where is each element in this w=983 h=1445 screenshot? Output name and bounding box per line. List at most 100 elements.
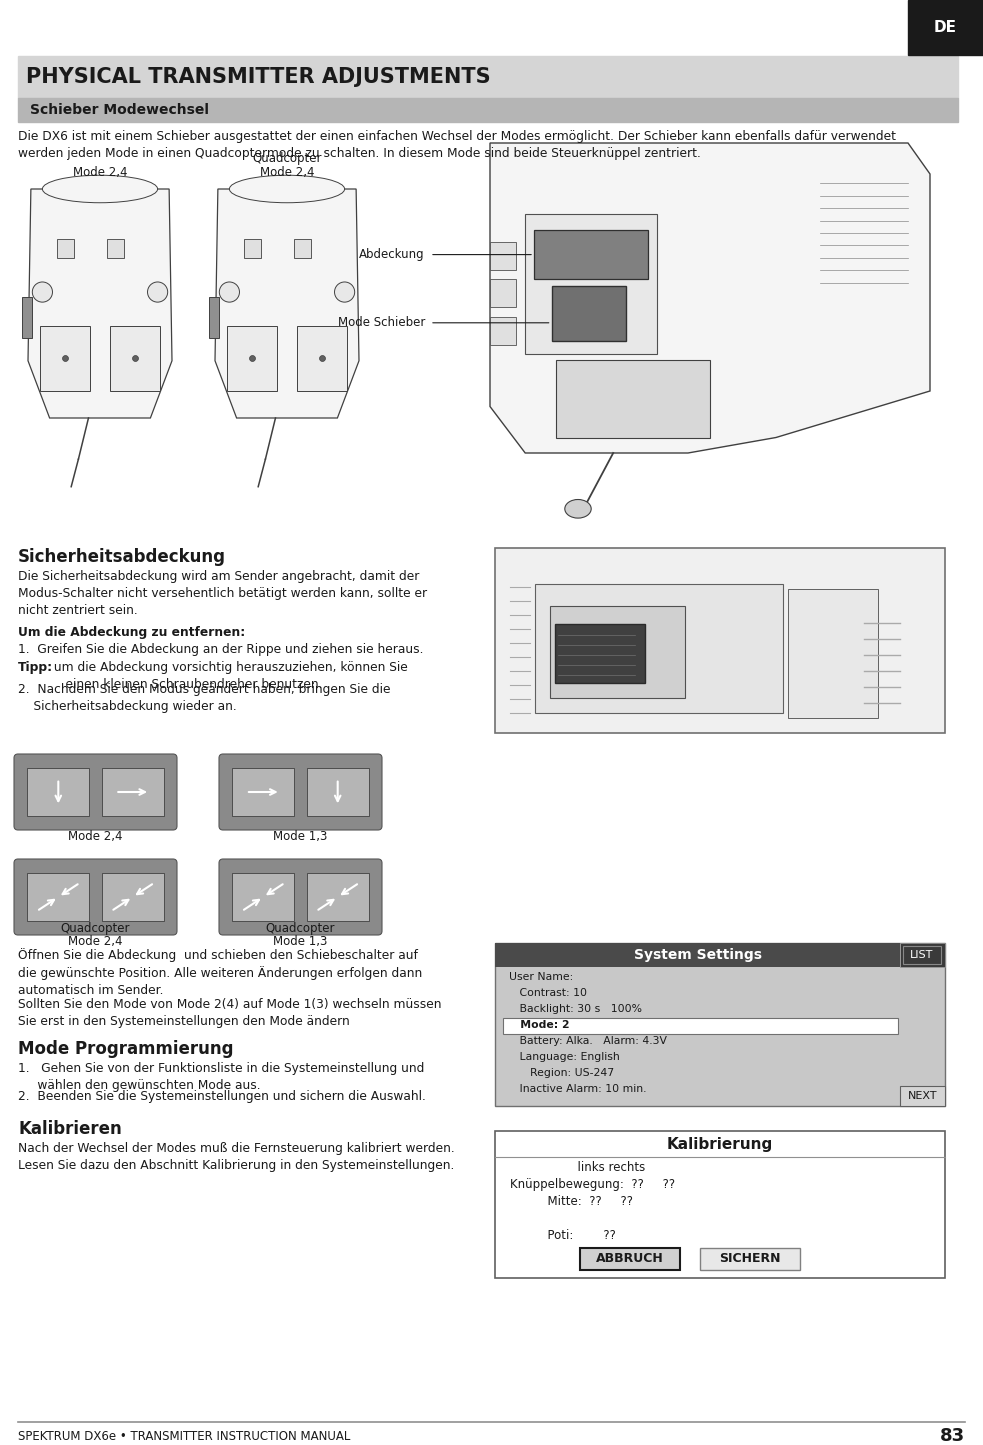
Ellipse shape (229, 175, 345, 202)
Bar (28, 769, 89, 816)
Text: Mode 2,4: Mode 2,4 (68, 935, 123, 948)
Bar (900, 1087, 945, 1105)
Text: Mode: 2: Mode: 2 (509, 1020, 569, 1030)
Text: Contrast: 10: Contrast: 10 (509, 988, 587, 998)
Text: Mode 2,4: Mode 2,4 (73, 166, 127, 179)
Text: System Settings: System Settings (633, 948, 762, 962)
Text: Sollten Sie den Mode von Mode 2(4) auf Mode 1(3) wechseln müssen
Sie erst in den: Sollten Sie den Mode von Mode 2(4) auf M… (18, 998, 441, 1027)
Circle shape (147, 282, 168, 302)
Text: 2.  Nachdem Sie den Modus geändert haben, bringen Sie die
    Sicherheitsabdecku: 2. Nachdem Sie den Modus geändert haben,… (18, 683, 390, 712)
Text: Mode 2,4: Mode 2,4 (68, 829, 123, 842)
Circle shape (219, 282, 240, 302)
Text: Region: US-247: Region: US-247 (509, 1068, 614, 1078)
Bar (908, 0, 983, 55)
Bar (18, 98, 958, 121)
Text: SICHERN: SICHERN (720, 1253, 781, 1266)
Bar (307, 769, 369, 816)
Text: Poti:        ??: Poti: ?? (510, 1230, 616, 1243)
Bar (903, 946, 941, 964)
Bar (555, 624, 645, 683)
Bar (525, 214, 658, 354)
Bar (900, 944, 945, 967)
Circle shape (32, 282, 52, 302)
Bar (101, 769, 164, 816)
Bar (226, 327, 277, 390)
Text: Schieber Modewechsel: Schieber Modewechsel (30, 103, 209, 117)
Text: 83: 83 (940, 1428, 965, 1445)
Text: Quadcopter: Quadcopter (253, 152, 321, 165)
Text: PHYSICAL TRANSMITTER ADJUSTMENTS: PHYSICAL TRANSMITTER ADJUSTMENTS (26, 66, 491, 87)
Bar (534, 230, 649, 279)
Text: Kalibrieren: Kalibrieren (18, 1120, 122, 1139)
Text: Um die Abdeckung zu entfernen:: Um die Abdeckung zu entfernen: (18, 626, 245, 639)
Text: Nach der Wechsel der Modes muß die Fernsteuerung kalibriert werden.
Lesen Sie da: Nach der Wechsel der Modes muß die Ferns… (18, 1142, 455, 1172)
Bar (297, 327, 347, 390)
Text: Mode Schieber: Mode Schieber (337, 316, 425, 329)
Bar (495, 944, 900, 967)
Text: Knüppelbewegung:  ??     ??: Knüppelbewegung: ?? ?? (510, 1178, 675, 1191)
Bar (580, 1248, 680, 1270)
Text: Mitte:  ??     ??: Mitte: ?? ?? (510, 1195, 633, 1208)
Bar (28, 873, 89, 920)
Text: User Name:: User Name: (509, 972, 573, 983)
Text: Quadcopter: Quadcopter (265, 922, 335, 935)
Text: Die Sicherheitsabdeckung wird am Sender angebracht, damit der
Modus-Schalter nic: Die Sicherheitsabdeckung wird am Sender … (18, 569, 428, 617)
Bar (550, 605, 685, 698)
Bar (787, 588, 878, 718)
Bar (232, 873, 294, 920)
Text: Mode Programmierung: Mode Programmierung (18, 1040, 234, 1058)
Bar (244, 240, 261, 257)
Bar (700, 1248, 800, 1270)
Circle shape (334, 282, 355, 302)
Text: Backlight: 30 s   100%: Backlight: 30 s 100% (509, 1004, 642, 1014)
Ellipse shape (565, 500, 591, 519)
Bar (495, 1131, 945, 1277)
Bar (18, 56, 958, 98)
Text: Inactive Alarm: 10 min.: Inactive Alarm: 10 min. (509, 1084, 647, 1094)
Text: 1.  Greifen Sie die Abdeckung an der Rippe und ziehen sie heraus.: 1. Greifen Sie die Abdeckung an der Ripp… (18, 643, 424, 656)
Text: Öffnen Sie die Abdeckung  und schieben den Schiebeschalter auf
die gewünschte Po: Öffnen Sie die Abdeckung und schieben de… (18, 948, 423, 997)
Text: Abdeckung: Abdeckung (360, 249, 425, 262)
Bar (556, 360, 710, 438)
Text: Die DX6 ist mit einem Schieber ausgestattet der einen einfachen Wechsel der Mode: Die DX6 ist mit einem Schieber ausgestat… (18, 130, 896, 160)
Text: ABBRUCH: ABBRUCH (596, 1253, 664, 1266)
Bar (503, 1017, 898, 1035)
Bar (294, 240, 312, 257)
Text: Tipp:: Tipp: (18, 660, 53, 673)
Bar (490, 279, 516, 308)
Bar (307, 873, 369, 920)
Text: LIST: LIST (910, 949, 934, 959)
Bar (551, 286, 626, 341)
Text: Mode 1,3: Mode 1,3 (273, 935, 327, 948)
Bar (107, 240, 125, 257)
Text: Mode 1,3: Mode 1,3 (273, 829, 327, 842)
Bar (39, 327, 89, 390)
Bar (209, 296, 219, 338)
Text: Mode 2,4: Mode 2,4 (260, 166, 315, 179)
Text: um die Abdeckung vorsichtig herauszuziehen, können Sie
    einen kleinen Schraub: um die Abdeckung vorsichtig herauszuzieh… (50, 660, 408, 691)
Bar (101, 873, 164, 920)
Text: Language: English: Language: English (509, 1052, 619, 1062)
FancyBboxPatch shape (219, 754, 382, 829)
Polygon shape (215, 189, 359, 418)
Polygon shape (28, 189, 172, 418)
Ellipse shape (42, 175, 157, 202)
FancyBboxPatch shape (14, 754, 177, 829)
Bar (535, 584, 782, 712)
Text: 1.   Gehen Sie von der Funktionsliste in die Systemeinstellung und
     wählen d: 1. Gehen Sie von der Funktionsliste in d… (18, 1062, 425, 1092)
Text: NEXT: NEXT (908, 1091, 938, 1101)
Polygon shape (490, 143, 930, 452)
Text: links rechts: links rechts (510, 1160, 645, 1173)
Bar (232, 769, 294, 816)
FancyBboxPatch shape (14, 858, 177, 935)
Text: Quadcopter: Quadcopter (61, 922, 131, 935)
Bar (490, 316, 516, 344)
Bar (495, 944, 945, 1105)
Bar (495, 548, 945, 733)
Text: Battery: Alka.   Alarm: 4.3V: Battery: Alka. Alarm: 4.3V (509, 1036, 667, 1046)
Bar (23, 296, 32, 338)
Bar (490, 243, 516, 270)
Text: SPEKTRUM DX6e • TRANSMITTER INSTRUCTION MANUAL: SPEKTRUM DX6e • TRANSMITTER INSTRUCTION … (18, 1429, 350, 1442)
Text: DE: DE (934, 19, 956, 35)
Bar (57, 240, 74, 257)
